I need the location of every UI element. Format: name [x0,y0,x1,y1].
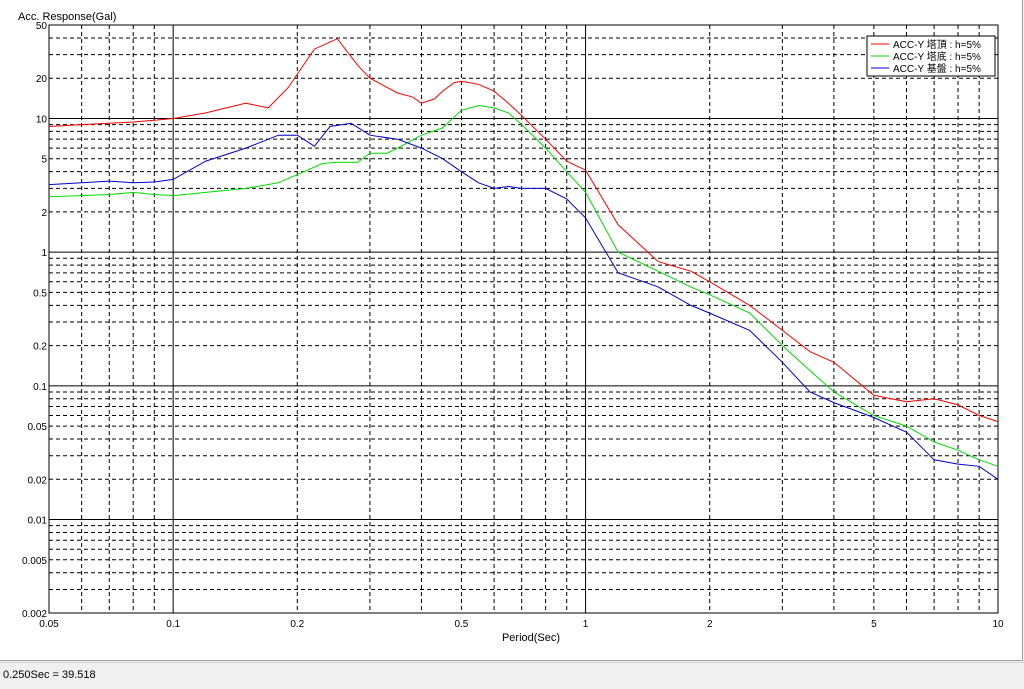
y-tick-label: 0.05 [28,422,48,433]
y-tick-label: 5 [41,155,47,166]
y-tick-label: 10 [36,114,48,125]
series-line-2 [48,122,999,480]
y-tick-label: 0.1 [33,382,47,393]
tick-labels: 0.05 0.1 0.2 0.5 1 2 5 10 50 20 10 5 2 1 0.5 0.2 0.1 0.05… [22,21,1004,630]
plot-frame [48,24,999,614]
series-lines [48,38,999,480]
series-line-0 [48,38,999,423]
x-tick-label: 2 [707,619,713,630]
x-tick-label: 0.2 [290,619,304,630]
series-line-1 [48,104,999,467]
legend-label-0: ACC-Y 塔頂 : h=5% [893,38,981,51]
x-axis-title: Period(Sec) [502,632,560,644]
y-tick-label: 50 [36,21,48,32]
legend-label-1: ACC-Y 塔底 : h=5% [893,50,981,63]
x-tick-label: 0.5 [454,619,468,630]
x-tick-label: 1 [583,619,589,630]
y-axis-title: Acc. Response(Gal) [18,11,116,23]
y-tick-label: 0.01 [28,516,48,527]
grid-lines [48,24,999,614]
y-tick-label: 0.02 [28,475,48,486]
y-tick-label: 0.2 [33,342,47,353]
x-tick-label: 0.1 [166,619,180,630]
x-tick-label: 0.05 [39,619,59,630]
y-tick-label: 0.005 [22,556,47,567]
x-tick-label: 5 [871,619,877,630]
cursor-readout: 0.250Sec = 39.518 [3,669,96,681]
y-tick-label: 0.5 [33,288,47,299]
x-tick-label: 10 [992,619,1004,630]
legend: ACC-Y 塔頂 : h=5%ACC-Y 塔底 : h=5%ACC-Y 基盤 :… [866,35,996,77]
y-tick-label: 0.002 [22,609,47,620]
response-spectrum-chart[interactable]: Acc. Response(Gal) Period(Sec) 0.05 0.1 0.… [0,0,1022,660]
y-tick-label: 1 [41,248,47,259]
status-bar: 0.250Sec = 39.518 [0,662,1024,689]
legend-label-2: ACC-Y 基盤 : h=5% [893,62,981,75]
y-tick-label: 2 [41,208,47,219]
plot-window: Acc. Response(Gal) Period(Sec) 0.05 0.1 0.… [0,0,1023,661]
y-tick-label: 20 [36,74,48,85]
